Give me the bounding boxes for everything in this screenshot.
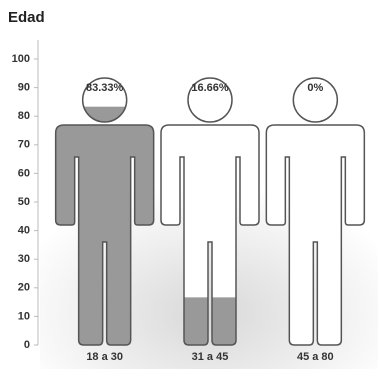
value-label: 16.66% [191, 82, 229, 94]
head-outline [292, 77, 339, 123]
y-tick-label: 90 [18, 82, 30, 94]
x-tick-label: 18 a 30 [86, 351, 123, 363]
figure-head [293, 78, 338, 122]
value-label: 83.33% [86, 82, 124, 94]
y-tick-label: 60 [18, 167, 30, 179]
x-tick-label: 45 a 80 [297, 351, 334, 363]
figure-outline [265, 124, 366, 346]
y-tick-label: 0 [24, 339, 30, 351]
y-tick-label: 70 [18, 139, 30, 151]
chart-title: Edad [8, 9, 45, 26]
y-tick-label: 100 [12, 53, 30, 65]
y-tick-label: 40 [18, 225, 30, 237]
y-tick-label: 20 [18, 282, 30, 294]
head-outline [81, 77, 128, 123]
figure-outline [160, 124, 260, 346]
figure-body [266, 125, 365, 345]
figure-body [161, 125, 259, 345]
figure-head [188, 78, 232, 122]
y-tick-label: 50 [18, 196, 30, 208]
y-tick-label: 80 [18, 110, 30, 122]
figure-outline [54, 124, 155, 346]
y-tick-label: 10 [18, 310, 30, 322]
value-label: 0% [307, 82, 323, 94]
y-tick-label: 30 [18, 253, 30, 265]
head-outline [187, 77, 233, 123]
x-tick-label: 31 a 45 [192, 351, 229, 363]
